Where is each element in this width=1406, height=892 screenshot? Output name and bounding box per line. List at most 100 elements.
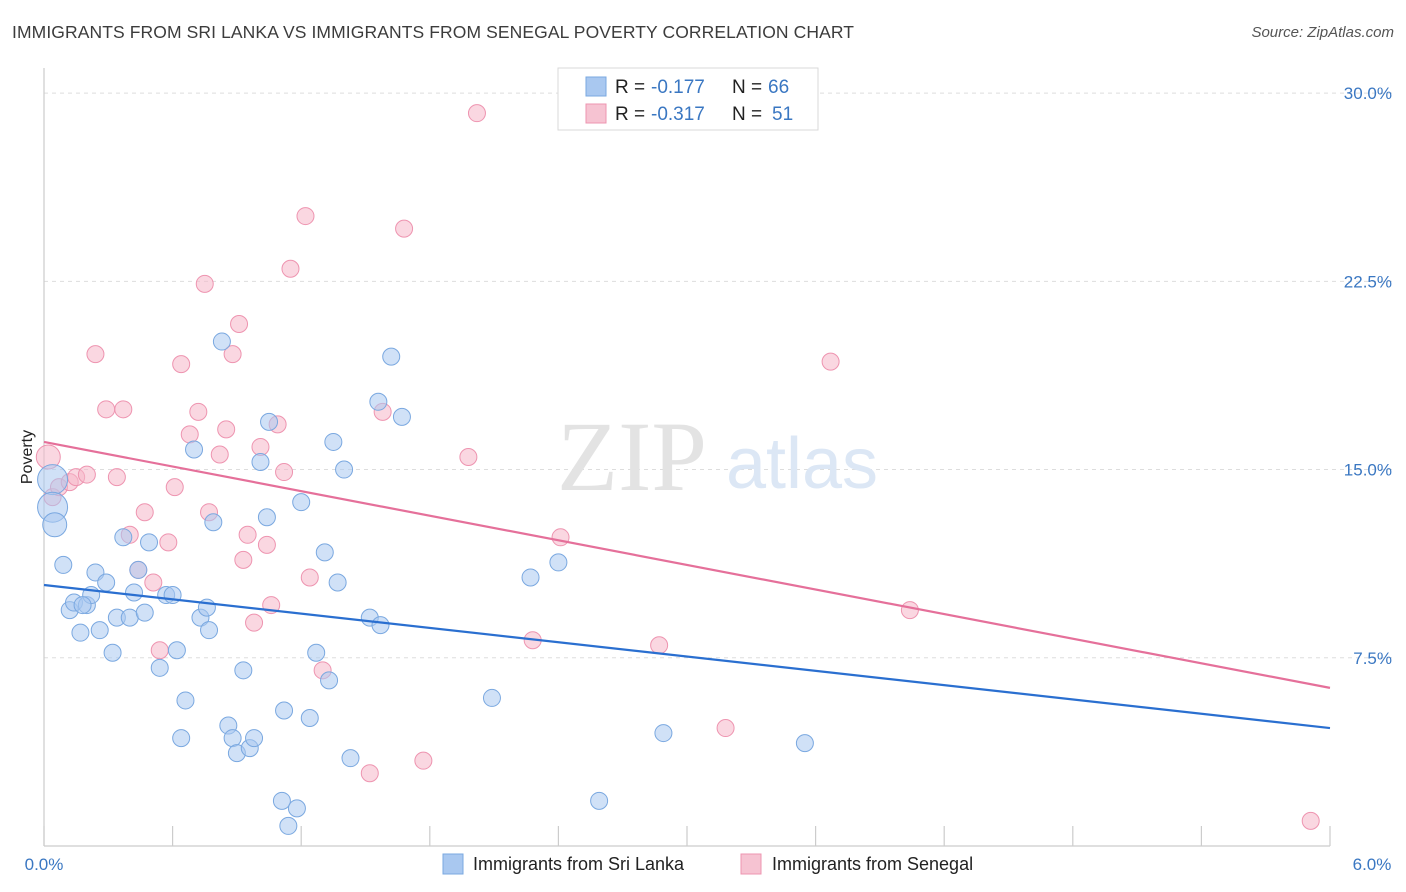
srilanka-point: [204, 513, 223, 532]
srilanka-point: [234, 661, 253, 680]
y-axis-label: Poverty: [19, 430, 36, 484]
senegal-point: [395, 219, 414, 238]
srilanka-point: [320, 671, 339, 690]
srilanka-points: [37, 332, 814, 835]
y-tick-labels: 7.5% 15.0% 22.5% 30.0%: [1344, 84, 1392, 668]
bottom-legend-label-senegal: Immigrants from Senegal: [772, 854, 973, 874]
legend-n-value-senegal: 51: [772, 104, 793, 125]
srilanka-point: [292, 493, 311, 512]
x-tick-label-min: 0.0%: [25, 855, 64, 874]
srilanka-point: [315, 543, 334, 562]
srilanka-point: [120, 608, 139, 627]
srilanka-point: [167, 641, 186, 660]
senegal-point: [360, 764, 379, 783]
srilanka-point: [172, 729, 191, 748]
srilanka-point: [335, 460, 354, 479]
senegal-point: [296, 207, 315, 226]
srilanka-point: [382, 347, 401, 366]
legend-n-label-srilanka: N =: [732, 77, 762, 98]
senegal-point: [77, 465, 96, 484]
bottom-legend-swatch-senegal: [740, 853, 762, 875]
srilanka-point: [245, 729, 264, 748]
y-tick-label: 15.0%: [1344, 461, 1392, 480]
srilanka-point: [251, 453, 270, 472]
senegal-point: [135, 503, 154, 522]
srilanka-point: [279, 816, 298, 835]
legend: R = -0.177 N = 66 R = -0.317 N = 51: [557, 67, 819, 131]
srilanka-point: [272, 791, 291, 810]
senegal-point: [180, 425, 199, 444]
srilanka-point: [257, 508, 276, 527]
senegal-point: [230, 314, 249, 333]
senegal-point: [900, 601, 919, 620]
senegal-point: [551, 528, 570, 547]
senegal-point: [281, 259, 300, 278]
srilanka-point: [54, 555, 73, 574]
senegal-point: [144, 573, 163, 592]
senegal-point: [238, 525, 257, 544]
srilanka-point: [275, 701, 294, 720]
senegal-point: [150, 641, 169, 660]
senegal-point: [300, 568, 319, 587]
srilanka-point: [328, 573, 347, 592]
senegal-point: [86, 345, 105, 364]
senegal-point: [159, 533, 178, 552]
srilanka-point: [287, 799, 306, 818]
y-tick-label: 30.0%: [1344, 84, 1392, 103]
srilanka-point: [482, 688, 501, 707]
legend-r-value-srilanka: -0.177: [651, 77, 705, 98]
legend-swatch-srilanka: [585, 76, 607, 97]
srilanka-point: [129, 560, 148, 579]
chart-title: IMMIGRANTS FROM SRI LANKA VS IMMIGRANTS …: [12, 22, 855, 42]
senegal-point: [716, 719, 735, 738]
senegal-point: [650, 636, 669, 655]
srilanka-point: [223, 729, 242, 748]
srilanka-point: [135, 603, 154, 622]
srilanka-point: [549, 553, 568, 572]
srilanka-point: [795, 734, 814, 753]
srilanka-point: [341, 749, 360, 768]
watermark-atlas: atlas: [726, 424, 878, 504]
srilanka-trend-line: [43, 583, 1331, 730]
srilanka-point: [392, 407, 411, 426]
senegal-point: [195, 274, 214, 293]
senegal-point: [234, 550, 253, 569]
srilanka-point: [73, 596, 92, 615]
legend-n-value-srilanka: 66: [768, 77, 789, 98]
trend-lines: [43, 440, 1331, 730]
srilanka-point: [90, 621, 109, 640]
senegal-point: [414, 751, 433, 770]
senegal-point: [114, 400, 133, 419]
srilanka-point: [37, 464, 69, 496]
srilanka-point: [103, 643, 122, 662]
senegal-point: [172, 355, 191, 374]
srilanka-point: [125, 583, 144, 602]
senegal-point: [107, 468, 126, 487]
srilanka-point: [97, 573, 116, 592]
bottom-legend-label-srilanka: Immigrants from Sri Lanka: [473, 854, 685, 874]
senegal-point: [223, 345, 242, 364]
legend-r-label-srilanka: R =: [615, 77, 645, 98]
senegal-point: [251, 437, 270, 456]
srilanka-point: [185, 440, 204, 459]
srilanka-point: [71, 623, 90, 642]
senegal-point: [165, 478, 184, 497]
legend-r-value-senegal: -0.317: [651, 104, 705, 125]
bottom-legend-swatch-srilanka: [442, 853, 464, 875]
bottom-legend: Immigrants from Sri Lanka Immigrants fro…: [442, 853, 973, 875]
senegal-point: [97, 400, 116, 419]
srilanka-point: [140, 533, 159, 552]
senegal-point: [257, 535, 276, 554]
senegal-point: [189, 402, 208, 421]
x-tick-label-max: 6.0%: [1353, 855, 1392, 874]
srilanka-point: [114, 528, 133, 547]
srilanka-point: [590, 791, 609, 810]
senegal-point: [459, 448, 478, 466]
gridlines: [44, 92, 1392, 659]
legend-n-label-senegal: N =: [732, 104, 762, 125]
srilanka-point: [369, 392, 388, 411]
senegal-point: [821, 352, 840, 371]
watermark-zip: ZIP: [557, 401, 707, 512]
senegal-point: [275, 463, 294, 482]
srilanka-point: [176, 691, 195, 710]
